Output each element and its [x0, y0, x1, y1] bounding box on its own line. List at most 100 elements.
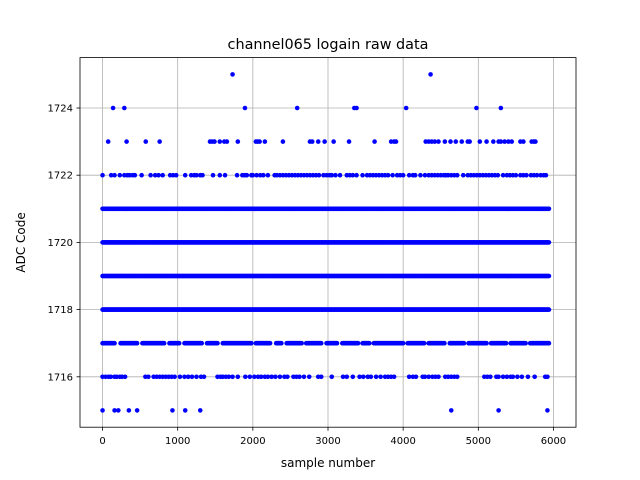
y-axis-label: ADC Code — [14, 212, 28, 272]
data-point — [378, 374, 383, 380]
data-point — [546, 273, 552, 279]
data-point — [488, 374, 493, 380]
y-tick-label: 1718 — [48, 305, 73, 316]
data-point — [426, 374, 432, 380]
data-point — [448, 408, 454, 413]
data-point — [400, 172, 406, 178]
data-point — [243, 374, 248, 380]
data-point — [406, 172, 412, 178]
data-point — [521, 139, 526, 144]
data-point — [432, 139, 438, 144]
data-point — [132, 172, 138, 178]
data-point — [360, 172, 365, 178]
data-point — [194, 172, 199, 178]
data-point — [297, 374, 302, 380]
data-point — [126, 408, 132, 413]
data-point — [545, 408, 550, 413]
data-point — [346, 139, 352, 144]
data-point — [306, 374, 312, 380]
data-point — [385, 172, 391, 178]
data-point — [459, 139, 465, 144]
data-point — [177, 374, 183, 380]
data-point — [498, 139, 504, 144]
data-point — [235, 139, 241, 144]
data-point — [234, 172, 240, 178]
data-point — [235, 374, 241, 380]
data-point — [428, 72, 433, 77]
data-point — [525, 374, 531, 380]
data-point — [534, 172, 540, 178]
data-point — [215, 340, 220, 346]
data-point — [172, 374, 177, 380]
data-point — [533, 139, 538, 144]
data-point — [495, 172, 501, 178]
data-point — [322, 139, 327, 144]
data-point — [510, 374, 516, 380]
data-point — [157, 139, 162, 144]
data-point — [484, 139, 489, 144]
data-point — [173, 172, 179, 178]
data-point — [354, 105, 359, 111]
data-point — [100, 408, 105, 413]
data-point — [406, 374, 412, 380]
data-point — [453, 139, 459, 144]
data-point — [524, 172, 529, 178]
data-point — [148, 172, 153, 178]
data-point — [152, 172, 158, 178]
y-tick-label: 1724 — [48, 104, 73, 115]
data-point — [400, 340, 406, 346]
data-point — [230, 72, 235, 77]
data-point — [515, 374, 520, 380]
data-point — [226, 374, 232, 380]
data-point — [143, 139, 149, 144]
data-point — [100, 172, 105, 178]
data-point — [309, 139, 315, 144]
data-point — [496, 408, 501, 413]
data-point — [546, 206, 552, 212]
data-point — [176, 340, 182, 346]
data-point — [357, 374, 362, 380]
data-point — [112, 172, 117, 178]
data-point — [244, 172, 250, 178]
data-point — [491, 139, 496, 144]
data-point — [372, 139, 377, 144]
data-point — [265, 172, 271, 178]
data-point — [454, 172, 460, 178]
data-point — [116, 408, 121, 413]
data-point — [503, 340, 509, 346]
data-point — [108, 374, 114, 380]
data-point — [329, 374, 335, 380]
data-point — [257, 139, 262, 144]
data-point — [418, 172, 423, 178]
data-point — [460, 172, 466, 178]
data-point — [247, 374, 253, 380]
data-point — [436, 139, 441, 144]
data-point — [299, 340, 305, 346]
data-point — [448, 139, 453, 144]
data-point — [498, 105, 504, 111]
data-point — [344, 374, 350, 380]
data-point — [546, 307, 552, 312]
data-point — [108, 172, 114, 178]
data-point — [112, 408, 117, 413]
data-point — [391, 374, 397, 380]
data-point — [139, 172, 144, 178]
data-points — [100, 72, 552, 413]
data-point — [484, 340, 489, 346]
data-point — [212, 139, 217, 144]
x-tick-label: 1000 — [165, 436, 190, 447]
data-point — [294, 105, 300, 111]
y-tick-label: 1722 — [48, 171, 73, 182]
data-point — [117, 172, 123, 178]
x-tick-label: 0 — [99, 436, 105, 447]
data-point — [467, 139, 472, 144]
data-point — [442, 340, 447, 346]
x-axis-label: sample number — [281, 456, 375, 470]
data-point — [200, 172, 205, 178]
data-point — [210, 172, 216, 178]
data-point — [156, 172, 161, 178]
data-point — [242, 105, 248, 111]
data-point — [355, 340, 361, 346]
data-point — [146, 374, 151, 380]
data-point — [454, 374, 460, 380]
